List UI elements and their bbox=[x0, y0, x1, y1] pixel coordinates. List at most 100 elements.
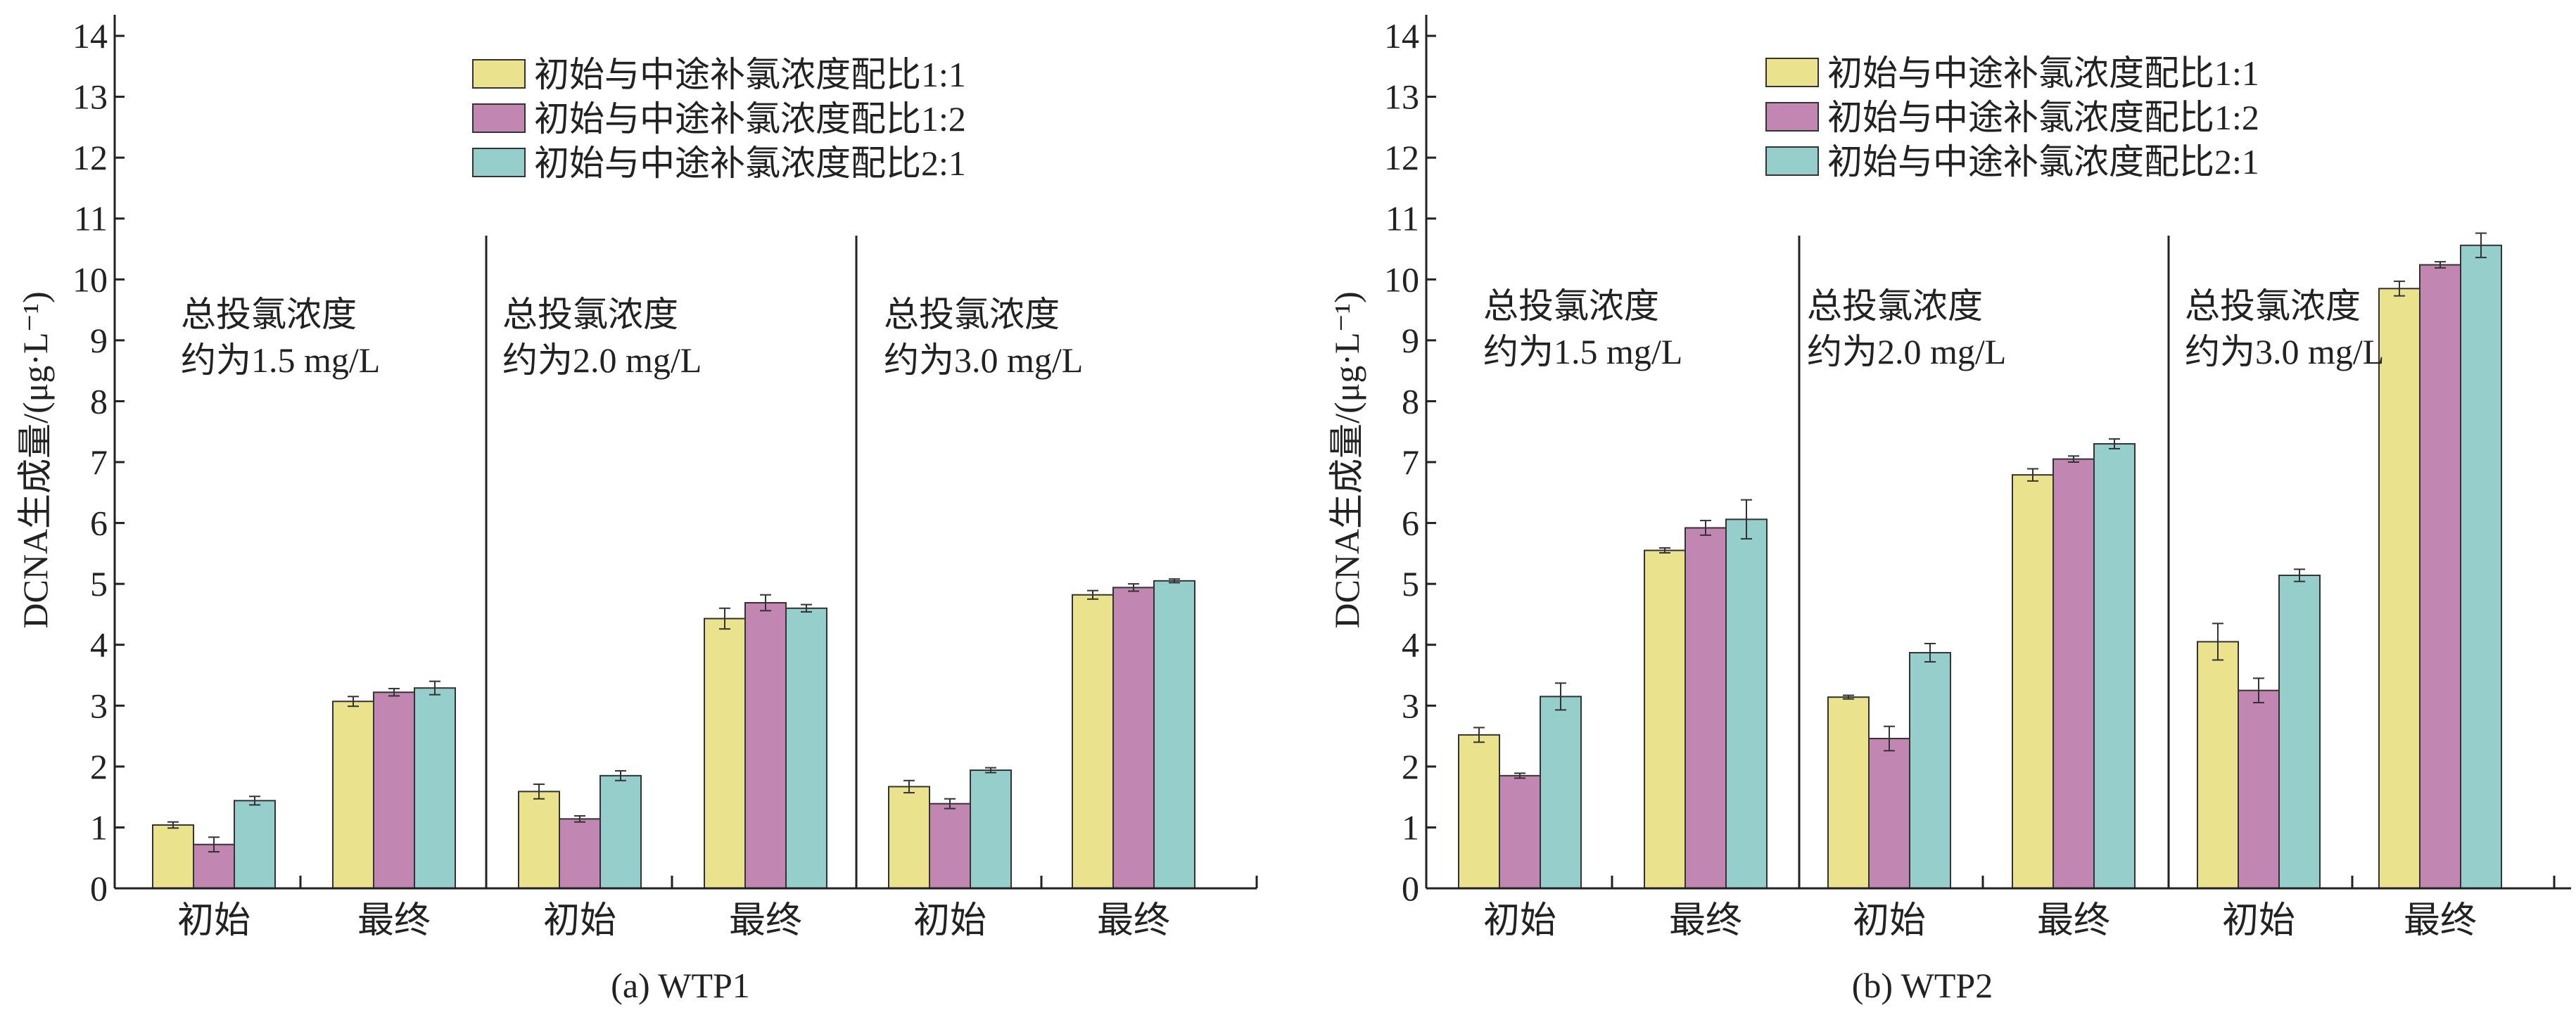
y-tick-label: 9 bbox=[1402, 321, 1419, 360]
bar bbox=[1499, 774, 1541, 890]
x-tick-label: 初始 bbox=[1483, 901, 1556, 941]
group-annotation-line1: 总投氯浓度 bbox=[884, 295, 1060, 334]
bar bbox=[2012, 474, 2054, 889]
y-tick-label: 6 bbox=[1402, 504, 1419, 543]
bar bbox=[1153, 580, 1195, 889]
bar bbox=[2419, 264, 2461, 890]
x-tick-label: 最终 bbox=[1669, 901, 1742, 941]
x-tick-label: 最终 bbox=[729, 901, 802, 941]
y-tick-label: 5 bbox=[90, 564, 108, 603]
x-tick-label: 初始 bbox=[1853, 901, 1926, 941]
group-annotation-line2: 约为2.0 mg/L bbox=[502, 340, 702, 380]
bar bbox=[414, 687, 456, 889]
bar bbox=[2197, 641, 2239, 890]
bar bbox=[152, 824, 194, 889]
bar bbox=[373, 691, 415, 889]
y-tick-label: 14 bbox=[72, 16, 108, 56]
legend-label: 初始与中途补氯浓度配比1:2 bbox=[534, 99, 966, 139]
bar bbox=[559, 818, 601, 890]
y-tick-label: 0 bbox=[1402, 869, 1419, 908]
bar bbox=[234, 800, 276, 890]
bar bbox=[1540, 696, 1582, 889]
group-annotation-line2: 约为2.0 mg/L bbox=[1807, 332, 2006, 371]
y-tick-label: 7 bbox=[1402, 442, 1419, 482]
x-tick-label: 初始 bbox=[913, 901, 986, 941]
bar bbox=[704, 618, 746, 889]
panel-caption: (a) WTP1 bbox=[611, 966, 750, 1005]
bar bbox=[599, 774, 642, 890]
group-annotation-line1: 总投氯浓度 bbox=[502, 295, 678, 334]
legend-swatch bbox=[472, 103, 526, 133]
group-annotation-line2: 约为3.0 mg/L bbox=[884, 340, 1083, 380]
bar bbox=[1868, 738, 1910, 890]
y-tick-label: 13 bbox=[72, 77, 108, 117]
group-annotation-line1: 总投氯浓度 bbox=[181, 295, 357, 334]
y-tick-label: 11 bbox=[74, 199, 108, 238]
bar bbox=[970, 769, 1012, 889]
x-tick-label: 初始 bbox=[543, 901, 616, 941]
bar bbox=[1827, 696, 1870, 889]
bar bbox=[1072, 594, 1114, 889]
x-tick-label: 最终 bbox=[357, 901, 431, 941]
bar bbox=[929, 803, 971, 890]
y-tick-label: 12 bbox=[72, 138, 108, 177]
bar bbox=[2378, 288, 2420, 889]
bar bbox=[2052, 458, 2095, 889]
group-annotation-line1: 总投氯浓度 bbox=[1483, 286, 1659, 326]
y-tick-label: 3 bbox=[1402, 686, 1419, 725]
legend-label: 初始与中途补氯浓度配比2:1 bbox=[1827, 142, 2259, 181]
y-tick-label: 4 bbox=[1402, 625, 1419, 665]
legend-label: 初始与中途补氯浓度配比1:2 bbox=[1827, 98, 2259, 137]
legend-swatch bbox=[1765, 146, 1819, 176]
bar bbox=[1684, 527, 1727, 889]
y-tick-label: 11 bbox=[1385, 199, 1419, 238]
bar bbox=[2238, 689, 2280, 890]
group-annotation-line2: 约为1.5 mg/L bbox=[1483, 332, 1682, 371]
y-tick-label: 6 bbox=[90, 504, 108, 543]
legend: 初始与中途补氯浓度配比1:1 初始与中途补氯浓度配比1:2 初始与中途补氯浓度配比2… bbox=[1765, 53, 2259, 181]
y-tick-label: 10 bbox=[1384, 260, 1419, 299]
y-tick-label: 8 bbox=[1402, 381, 1419, 421]
bar bbox=[1458, 734, 1500, 889]
group-annotation-line2: 约为3.0 mg/L bbox=[2185, 332, 2384, 371]
legend-label: 初始与中途补氯浓度配比1:1 bbox=[1827, 53, 2259, 93]
bar bbox=[785, 607, 827, 889]
group-annotation-line2: 约为1.5 mg/L bbox=[181, 340, 380, 380]
x-tick-label: 初始 bbox=[177, 901, 250, 941]
y-tick-label: 0 bbox=[90, 869, 108, 908]
bar bbox=[1909, 651, 1951, 889]
bar bbox=[1112, 587, 1155, 890]
y-tick-label: 13 bbox=[1384, 77, 1419, 117]
x-tick-label: 初始 bbox=[2222, 901, 2295, 941]
panel-caption: (b) WTP2 bbox=[1852, 966, 1993, 1005]
y-tick-label: 7 bbox=[90, 442, 108, 482]
y-tick-label: 10 bbox=[72, 260, 108, 299]
bar bbox=[1644, 549, 1686, 889]
y-tick-label: 3 bbox=[90, 686, 108, 725]
y-tick-label: 9 bbox=[90, 321, 108, 360]
legend: 初始与中途补氯浓度配比1:1初始与中途补氯浓度配比1:2初始与中途补氯浓度配比2… bbox=[472, 55, 966, 183]
y-axis-label: DCNA生成量/(μg·L⁻¹) bbox=[15, 291, 55, 628]
y-tick-label: 8 bbox=[90, 381, 108, 421]
y-axis-label: DCNA生成量/(μg·L⁻¹) bbox=[1327, 291, 1366, 628]
bar bbox=[2460, 244, 2502, 889]
y-tick-label: 2 bbox=[1402, 747, 1419, 786]
legend-swatch bbox=[1765, 102, 1819, 132]
bar bbox=[332, 701, 374, 889]
group-annotation-line1: 总投氯浓度 bbox=[2185, 286, 2361, 326]
x-tick-label: 最终 bbox=[1097, 901, 1170, 941]
bar bbox=[2278, 575, 2321, 889]
y-tick-label: 4 bbox=[90, 625, 108, 665]
y-tick-label: 5 bbox=[1402, 564, 1419, 603]
y-tick-label: 1 bbox=[90, 807, 108, 847]
legend-label: 初始与中途补氯浓度配比2:1 bbox=[534, 143, 966, 183]
bar bbox=[1725, 518, 1768, 889]
legend-swatch bbox=[472, 59, 526, 89]
y-tick-label: 2 bbox=[90, 747, 108, 786]
legend-swatch bbox=[472, 148, 526, 177]
legend-swatch bbox=[1765, 58, 1819, 87]
y-tick-label: 1 bbox=[1402, 807, 1419, 847]
